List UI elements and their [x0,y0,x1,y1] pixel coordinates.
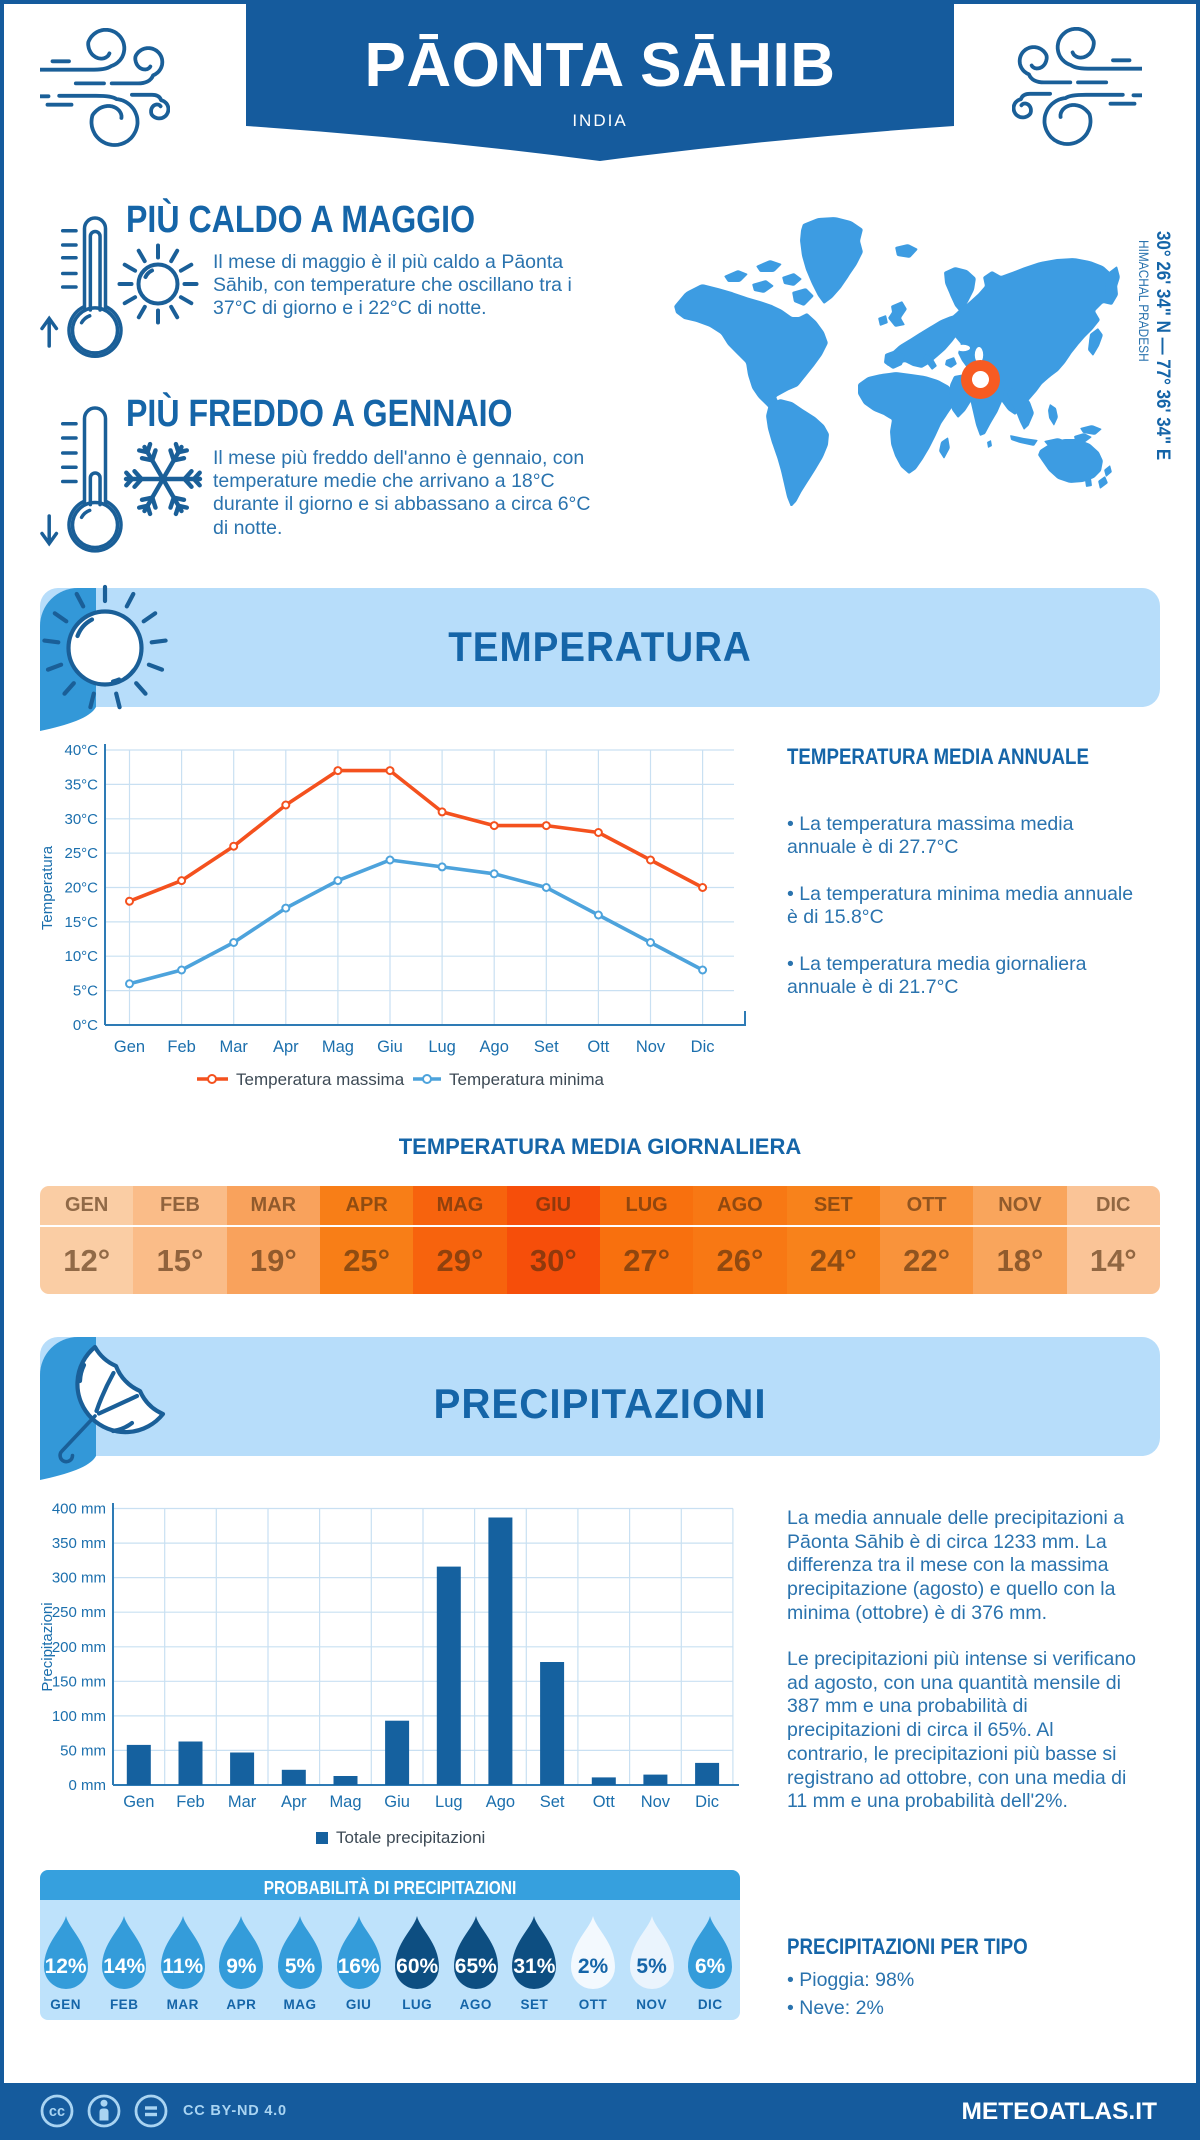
svg-text:35°C: 35°C [64,776,98,793]
svg-text:Dic: Dic [695,1793,719,1811]
svg-text:Mar: Mar [228,1793,257,1811]
svg-text:Gen: Gen [114,1038,145,1056]
svg-text:Ott: Ott [587,1038,609,1056]
svg-text:Temperatura massima: Temperatura massima [236,1070,405,1089]
svg-text:15°C: 15°C [64,914,98,931]
svg-text:Ago: Ago [486,1793,515,1811]
svg-text:Set: Set [534,1038,559,1056]
svg-text:20°C: 20°C [64,880,98,897]
svg-text:30°C: 30°C [64,811,98,828]
svg-text:300 mm: 300 mm [52,1570,106,1587]
svg-text:100 mm: 100 mm [52,1708,106,1725]
svg-text:Gen: Gen [123,1793,154,1811]
svg-text:0 mm: 0 mm [69,1777,107,1794]
svg-text:25°C: 25°C [64,845,98,862]
svg-text:Temperatura minima: Temperatura minima [449,1070,604,1089]
svg-text:150 mm: 150 mm [52,1673,106,1690]
svg-text:400 mm: 400 mm [52,1501,106,1518]
svg-text:10°C: 10°C [64,948,98,965]
svg-text:Mag: Mag [329,1793,361,1811]
svg-text:Mar: Mar [219,1038,248,1056]
svg-text:Giu: Giu [384,1793,410,1811]
svg-text:Ott: Ott [593,1793,615,1811]
svg-text:Precipitazioni: Precipitazioni [40,1602,56,1691]
svg-text:Dic: Dic [691,1038,715,1056]
svg-text:40°C: 40°C [64,742,98,759]
svg-text:250 mm: 250 mm [52,1604,106,1621]
svg-text:5°C: 5°C [73,983,98,1000]
svg-text:350 mm: 350 mm [52,1535,106,1552]
svg-text:50 mm: 50 mm [60,1742,106,1759]
svg-text:Giu: Giu [377,1038,403,1056]
svg-text:200 mm: 200 mm [52,1639,106,1656]
svg-text:Nov: Nov [636,1038,666,1056]
svg-text:Lug: Lug [428,1038,456,1056]
svg-text:0°C: 0°C [73,1017,98,1034]
svg-text:Apr: Apr [273,1038,299,1056]
svg-text:Lug: Lug [435,1793,463,1811]
svg-text:Temperatura: Temperatura [40,845,56,930]
svg-text:Feb: Feb [167,1038,195,1056]
svg-text:Mag: Mag [322,1038,354,1056]
svg-text:Feb: Feb [176,1793,204,1811]
svg-text:Totale precipitazioni: Totale precipitazioni [336,1828,485,1847]
svg-text:Apr: Apr [281,1793,307,1811]
svg-text:cc: cc [49,2104,65,2120]
svg-text:Ago: Ago [480,1038,509,1056]
svg-text:Nov: Nov [641,1793,671,1811]
svg-text:Set: Set [540,1793,565,1811]
